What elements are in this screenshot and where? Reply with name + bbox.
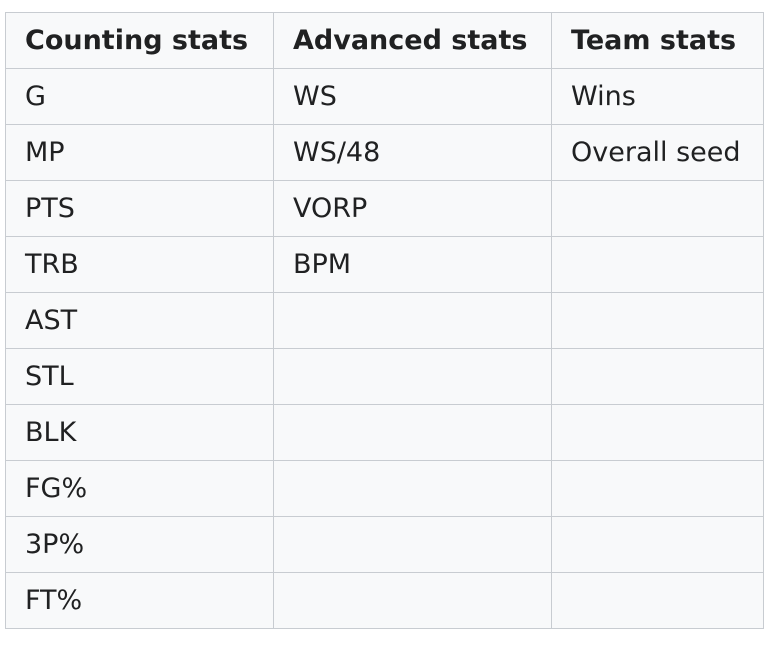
table-cell: FG% bbox=[5, 460, 274, 517]
header-advanced-stats: Advanced stats bbox=[273, 12, 552, 69]
table-cell bbox=[551, 180, 764, 237]
table-cell bbox=[551, 348, 764, 405]
table-cell bbox=[551, 236, 764, 293]
table-row: STL bbox=[5, 348, 764, 405]
table-row: G WS Wins bbox=[5, 68, 764, 125]
stats-table-container: Counting stats Advanced stats Team stats… bbox=[5, 12, 764, 629]
table-cell: STL bbox=[5, 348, 274, 405]
table-cell bbox=[273, 404, 552, 461]
table-cell bbox=[551, 516, 764, 573]
table-header-row: Counting stats Advanced stats Team stats bbox=[5, 12, 764, 69]
stats-table: Counting stats Advanced stats Team stats… bbox=[5, 12, 764, 629]
table-cell: FT% bbox=[5, 572, 274, 629]
header-team-stats: Team stats bbox=[551, 12, 764, 69]
table-cell: Wins bbox=[551, 68, 764, 125]
table-row: FG% bbox=[5, 460, 764, 517]
table-row: MP WS/48 Overall seed bbox=[5, 124, 764, 181]
table-cell bbox=[551, 460, 764, 517]
table-cell: AST bbox=[5, 292, 274, 349]
table-cell: BPM bbox=[273, 236, 552, 293]
table-cell: BLK bbox=[5, 404, 274, 461]
table-cell: 3P% bbox=[5, 516, 274, 573]
table-row: 3P% bbox=[5, 516, 764, 573]
table-row: TRB BPM bbox=[5, 236, 764, 293]
table-cell: WS/48 bbox=[273, 124, 552, 181]
table-row: AST bbox=[5, 292, 764, 349]
table-cell: Overall seed bbox=[551, 124, 764, 181]
table-cell bbox=[273, 572, 552, 629]
table-cell bbox=[273, 348, 552, 405]
table-cell: MP bbox=[5, 124, 274, 181]
header-counting-stats: Counting stats bbox=[5, 12, 274, 69]
table-cell bbox=[273, 516, 552, 573]
table-row: FT% bbox=[5, 572, 764, 629]
table-row: BLK bbox=[5, 404, 764, 461]
table-cell: TRB bbox=[5, 236, 274, 293]
table-cell: VORP bbox=[273, 180, 552, 237]
table-cell: WS bbox=[273, 68, 552, 125]
table-cell bbox=[551, 572, 764, 629]
table-cell: G bbox=[5, 68, 274, 125]
table-row: PTS VORP bbox=[5, 180, 764, 237]
table-cell bbox=[273, 460, 552, 517]
table-cell bbox=[273, 292, 552, 349]
table-cell: PTS bbox=[5, 180, 274, 237]
table-cell bbox=[551, 404, 764, 461]
table-cell bbox=[551, 292, 764, 349]
